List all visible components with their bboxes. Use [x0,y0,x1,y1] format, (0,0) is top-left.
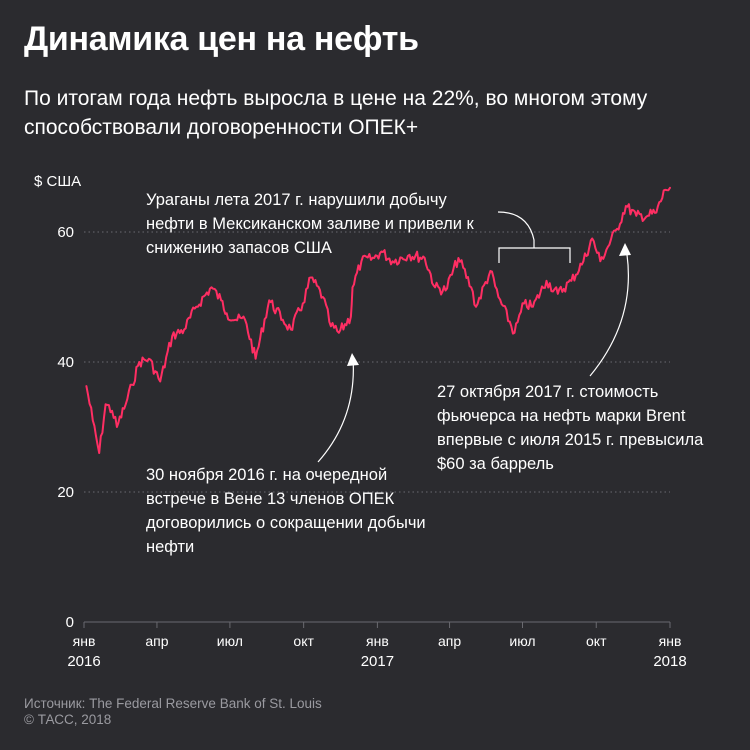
x-tick-year: 2016 [67,653,100,670]
x-tick-label: янв [659,633,682,649]
brent-arrow-head [619,243,631,256]
x-tick-label: янв [366,633,389,649]
y-tick-label: 40 [57,354,74,371]
chart-title: Динамика цен на нефть [24,20,419,58]
y-tick-label: 0 [66,614,74,631]
x-tick-label: июл [509,633,535,649]
annotation-arrows [317,211,631,463]
y-tick-labels: 0 20 40 60 [57,224,74,631]
opec-arrow [317,357,354,463]
x-tick-label: янв [73,633,96,649]
y-tick-label: 20 [57,484,74,501]
x-tick-year: 2017 [361,653,394,670]
x-tick-labels: янв 2016 апр июл окт янв 2017 апр июл окт янв 2018 [67,622,687,670]
y-axis-unit-label: $ США [34,173,82,190]
series-line-0 [85,186,671,454]
x-tick-label: апр [438,633,461,649]
source-note: Источник: The Federal Reserve Bank of St… [24,696,322,711]
chart-subtitle: По итогам года нефть выросла в цене на 2… [24,87,648,139]
annotation-brent: 27 октября 2017 г. стоимость фьючерса на… [437,383,704,473]
y-tick-label: 60 [57,224,74,241]
series-layer [85,186,671,454]
x-tick-label: окт [586,633,607,649]
x-tick-label: апр [145,633,168,649]
brent-arrow [589,247,629,377]
annotation-hurricanes: Ураганы лета 2017 г. нарушили добычу неф… [146,191,474,257]
hurricane-bracket [497,211,571,263]
x-tick-label: июл [217,633,243,649]
x-tick-year: 2018 [653,653,686,670]
x-tick-label: окт [293,633,314,649]
copyright-note: © ТАСС, 2018 [24,712,112,727]
annotation-opec: 30 ноября 2016 г. на очередной встрече в… [146,466,426,556]
opec-arrow-head [347,353,359,366]
